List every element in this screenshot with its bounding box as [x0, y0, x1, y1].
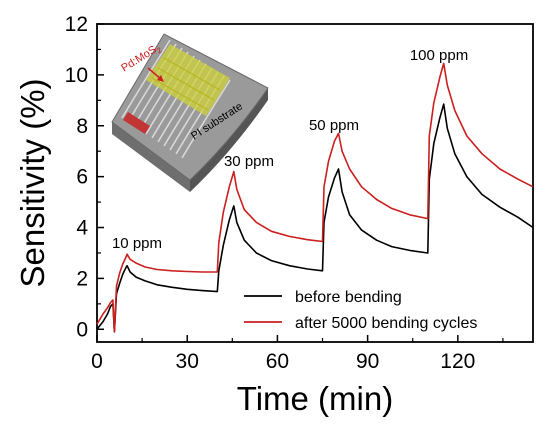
annotation-10ppm: 10 ppm	[112, 235, 162, 252]
inset-label-pd-subscript: 2	[155, 45, 164, 55]
series-line-before-bending	[96, 103, 534, 333]
y-tick-labels: 0 2 4 6 8 10 12	[65, 13, 89, 341]
series-line-after-bending	[96, 62, 534, 333]
y-tick-label: 8	[76, 115, 88, 138]
y-tick-label: 10	[65, 64, 88, 87]
yellow-pattern	[151, 57, 221, 111]
plot-frame	[96, 23, 534, 343]
axis-ticks	[96, 23, 504, 342]
substrate-side	[112, 122, 190, 192]
legend-label-after: after 5000 bending cycles	[295, 315, 477, 332]
substrate-edge	[190, 88, 268, 192]
x-tick-labels: 0 30 60 90 120	[91, 350, 475, 373]
mos2-sensing-layer	[146, 44, 230, 116]
x-tick-label: 90	[356, 350, 379, 373]
y-tick-label: 6	[76, 166, 88, 189]
y-tick-label: 0	[76, 318, 88, 341]
label-arrow-head	[157, 75, 164, 82]
x-tick-label: 60	[266, 350, 289, 373]
legend-label-before: before bending	[295, 289, 402, 306]
red-marker	[123, 112, 150, 134]
x-tick-label: 30	[176, 350, 199, 373]
x-axis-label: Time (min)	[237, 380, 393, 417]
y-axis-label: Sensitivity (%)	[14, 78, 51, 287]
y-tick-label: 2	[76, 267, 88, 290]
annotation-50ppm: 50 ppm	[309, 117, 359, 134]
y-tick-label: 12	[65, 13, 88, 36]
x-tick-label: 120	[440, 350, 475, 373]
annotation-100ppm: 100 ppm	[410, 47, 468, 64]
y-tick-label: 4	[76, 217, 88, 240]
annotation-30ppm: 30 ppm	[224, 153, 274, 170]
legend: before bending after 5000 bending cycles	[244, 289, 477, 332]
x-tick-label: 0	[91, 350, 103, 373]
series-layer	[96, 62, 534, 333]
